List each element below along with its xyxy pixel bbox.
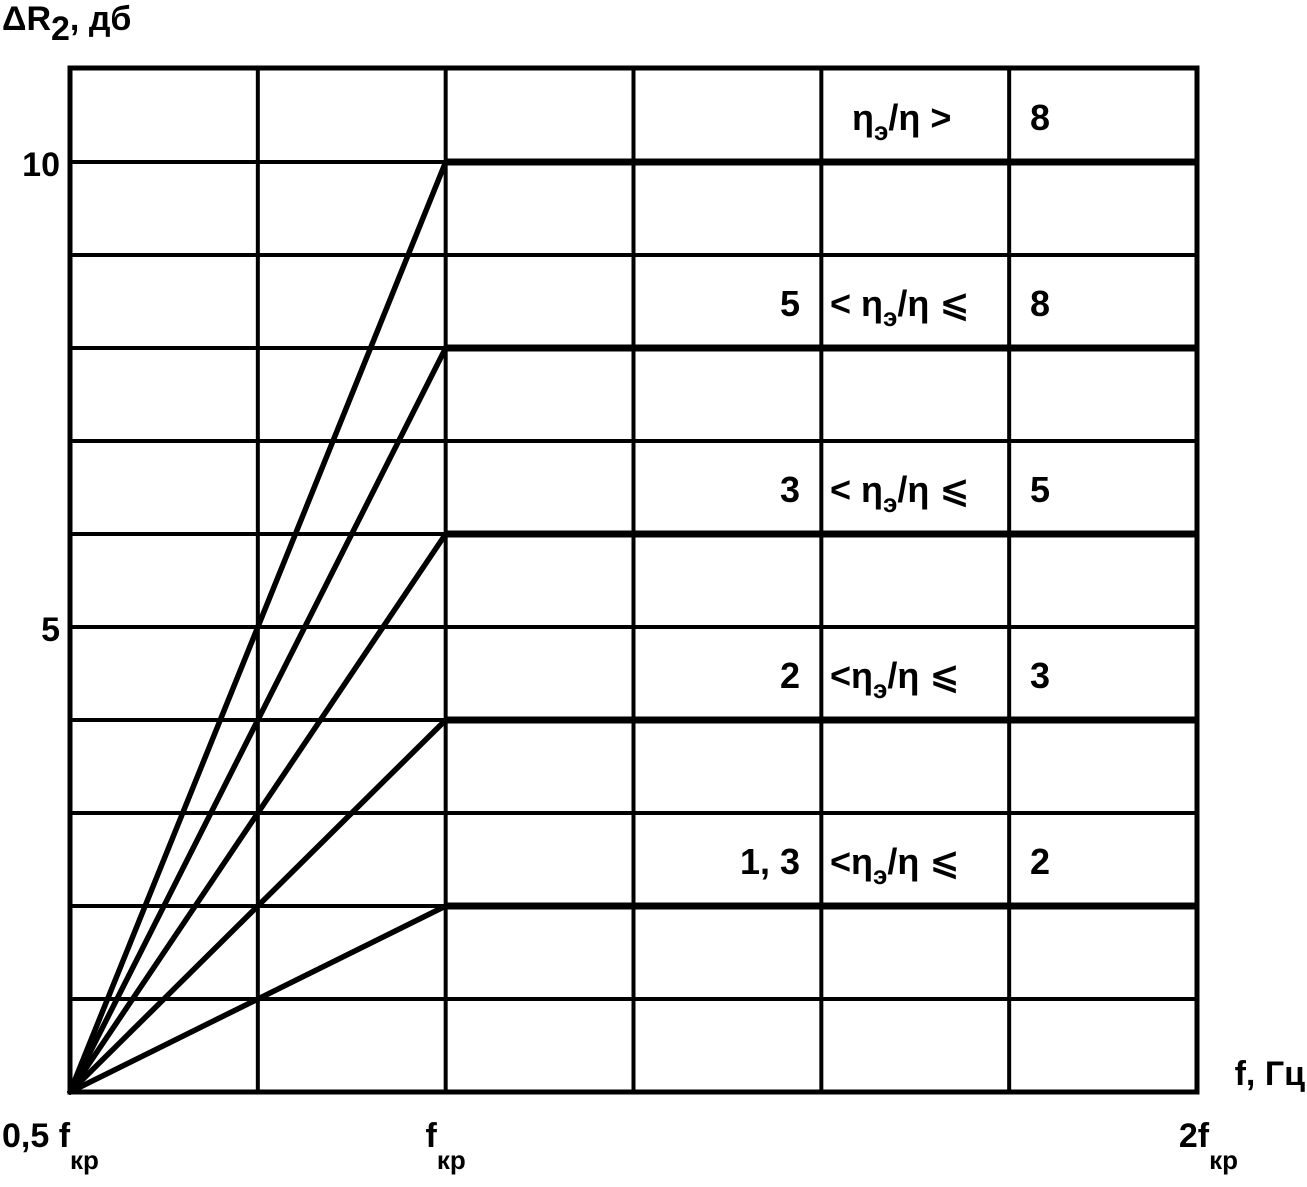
condition-ratio: < ηэ/η ⩽ bbox=[830, 469, 970, 518]
y-axis-label-main: ΔR bbox=[2, 0, 51, 38]
series-line-rising-1 bbox=[67, 159, 449, 1095]
series-condition-labels: ηэ/η > 8 5 < ηэ/η ⩽ 8 3 < ηэ/η ⩽ 5 2 <ηэ/η ⩽ 3 1, 3… bbox=[740, 97, 1050, 890]
condition-lower-bound: 1, 3 bbox=[740, 841, 800, 882]
condition-ratio: <ηэ/η ⩽ bbox=[830, 841, 960, 890]
condition-ratio: <ηэ/η ⩽ bbox=[830, 655, 960, 704]
plot-border bbox=[67, 65, 1200, 1095]
condition-ratio: < ηэ/η ⩽ bbox=[830, 283, 970, 332]
y-axis-label: ΔR2, дб bbox=[2, 0, 131, 48]
plot-frame bbox=[67, 65, 1200, 1095]
condition-upper-bound: 5 bbox=[1030, 469, 1050, 510]
series-lines bbox=[67, 158, 1197, 1095]
condition-lower-bound: 3 bbox=[780, 469, 800, 510]
x-tick-labels: 0,5 fкр fкр 2fкр bbox=[2, 1117, 1238, 1175]
x-tick-label: 0,5 fкр bbox=[2, 1117, 99, 1175]
series-line-rising-5 bbox=[67, 903, 449, 1095]
condition-lower-bound: 5 bbox=[780, 283, 800, 324]
y-axis-label-rest: , дб bbox=[70, 0, 131, 38]
grid bbox=[70, 68, 1197, 1092]
x-axis-label: f, Гц bbox=[1235, 1055, 1305, 1093]
condition-ratio: ηэ/η > bbox=[852, 97, 951, 146]
condition-upper-bound: 2 bbox=[1030, 841, 1050, 882]
condition-upper-bound: 8 bbox=[1030, 283, 1050, 324]
condition-lower-bound: 2 bbox=[780, 655, 800, 696]
x-tick-label: 2fкр bbox=[1179, 1117, 1238, 1175]
y-tick-labels: 10 5 bbox=[22, 146, 60, 649]
y-tick-label: 10 bbox=[22, 146, 60, 184]
condition-upper-bound: 3 bbox=[1030, 655, 1050, 696]
condition-upper-bound: 8 bbox=[1030, 97, 1050, 138]
y-tick-label: 5 bbox=[41, 611, 60, 649]
series-line-rising-4 bbox=[67, 717, 449, 1095]
y-axis-label-sub: 2 bbox=[51, 10, 70, 48]
series-line-rising-2 bbox=[67, 345, 449, 1095]
x-tick-label: fкр bbox=[426, 1117, 466, 1175]
series-line-rising-3 bbox=[67, 531, 449, 1095]
